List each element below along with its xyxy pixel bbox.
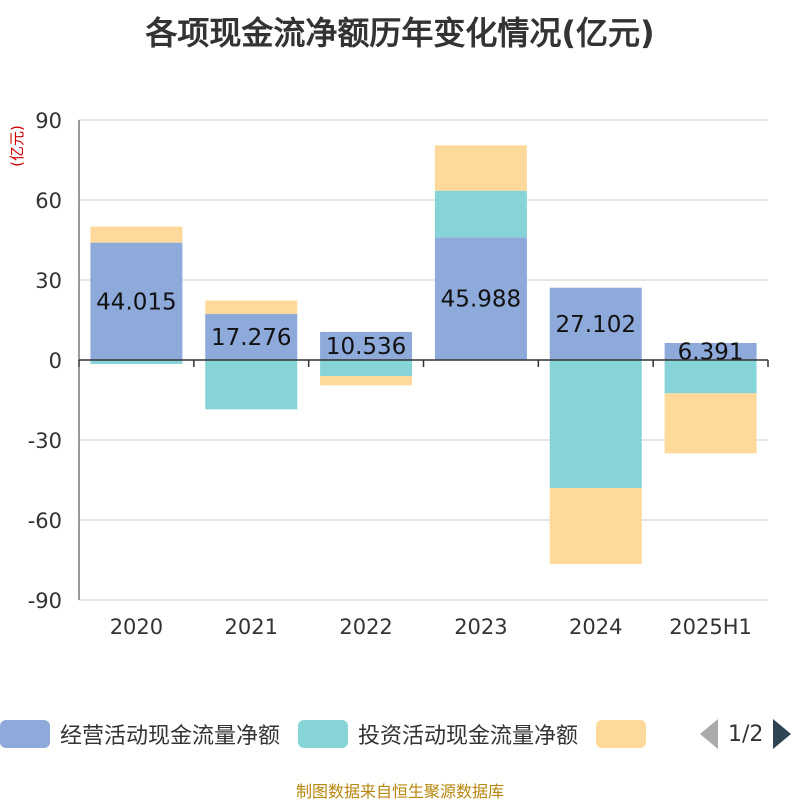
data-label: 44.015 [96,289,176,315]
x-tick-label: 2024 [569,615,622,639]
data-label: 17.276 [211,325,291,351]
bar-series-0[interactable] [320,331,413,360]
legend-swatch-investing [298,720,349,748]
bar-series-1[interactable] [320,360,413,376]
y-tick-label: 0 [49,349,62,373]
bar-series-1[interactable] [549,360,642,488]
bar-series-0[interactable] [90,242,183,360]
legend-item-investing[interactable]: 投资活动现金流量净额 [298,718,578,750]
legend-swatch-financing [596,720,647,748]
bar-series-2[interactable] [434,145,527,191]
data-label: 10.536 [326,334,406,360]
x-tick-label: 2023 [454,615,507,639]
pager-prev-icon[interactable] [700,719,718,749]
y-axis-unit: (亿元) [8,125,26,167]
data-label: 27.102 [556,312,636,338]
x-tick-label: 2020 [110,615,163,639]
legend-item-financing[interactable] [596,720,656,748]
data-label: 45.988 [441,287,521,313]
bar-series-2[interactable] [205,300,298,314]
bar-series-1[interactable] [90,360,183,364]
legend-swatch-operating [0,720,50,748]
x-tick-label: 2025H1 [669,615,752,639]
bar-series-0[interactable] [434,237,527,360]
pager-text: 1/2 [728,721,764,747]
y-tick-label: -60 [28,509,62,533]
legend-pager: 1/2 [700,716,792,752]
bar-series-0[interactable] [205,313,298,360]
legend-label-investing: 投资活动现金流量净额 [358,724,579,749]
y-tick-label: -90 [28,589,62,613]
bar-series-2[interactable] [320,376,413,386]
bar-series-1[interactable] [205,360,298,410]
legend-item-operating[interactable]: 经营活动现金流量净额 [0,718,280,750]
bar-series-1[interactable] [664,360,757,394]
source-note: 制图数据来自恒生聚源数据库 [295,782,504,801]
x-tick-label: 2021 [225,615,278,639]
bar-series-0[interactable] [549,287,642,360]
legend-label-operating: 经营活动现金流量净额 [60,724,281,749]
y-tick-label: 30 [35,269,62,293]
bar-series-2[interactable] [90,226,183,243]
chart-title: 各项现金流净额历年变化情况(亿元) [145,14,655,52]
bar-series-1[interactable] [434,190,527,238]
pager-next-icon[interactable] [773,719,792,749]
y-tick-label: 90 [35,109,62,133]
y-tick-label: -30 [28,429,62,453]
bar-series-2[interactable] [549,488,642,564]
data-label: 6.391 [678,339,744,365]
bar-series-0[interactable] [664,342,757,360]
legend: 经营活动现金流量净额 投资活动现金流量净额 [0,716,674,752]
y-tick-label: 60 [35,189,62,213]
x-tick-label: 2022 [339,615,392,639]
bar-series-2[interactable] [664,393,757,454]
